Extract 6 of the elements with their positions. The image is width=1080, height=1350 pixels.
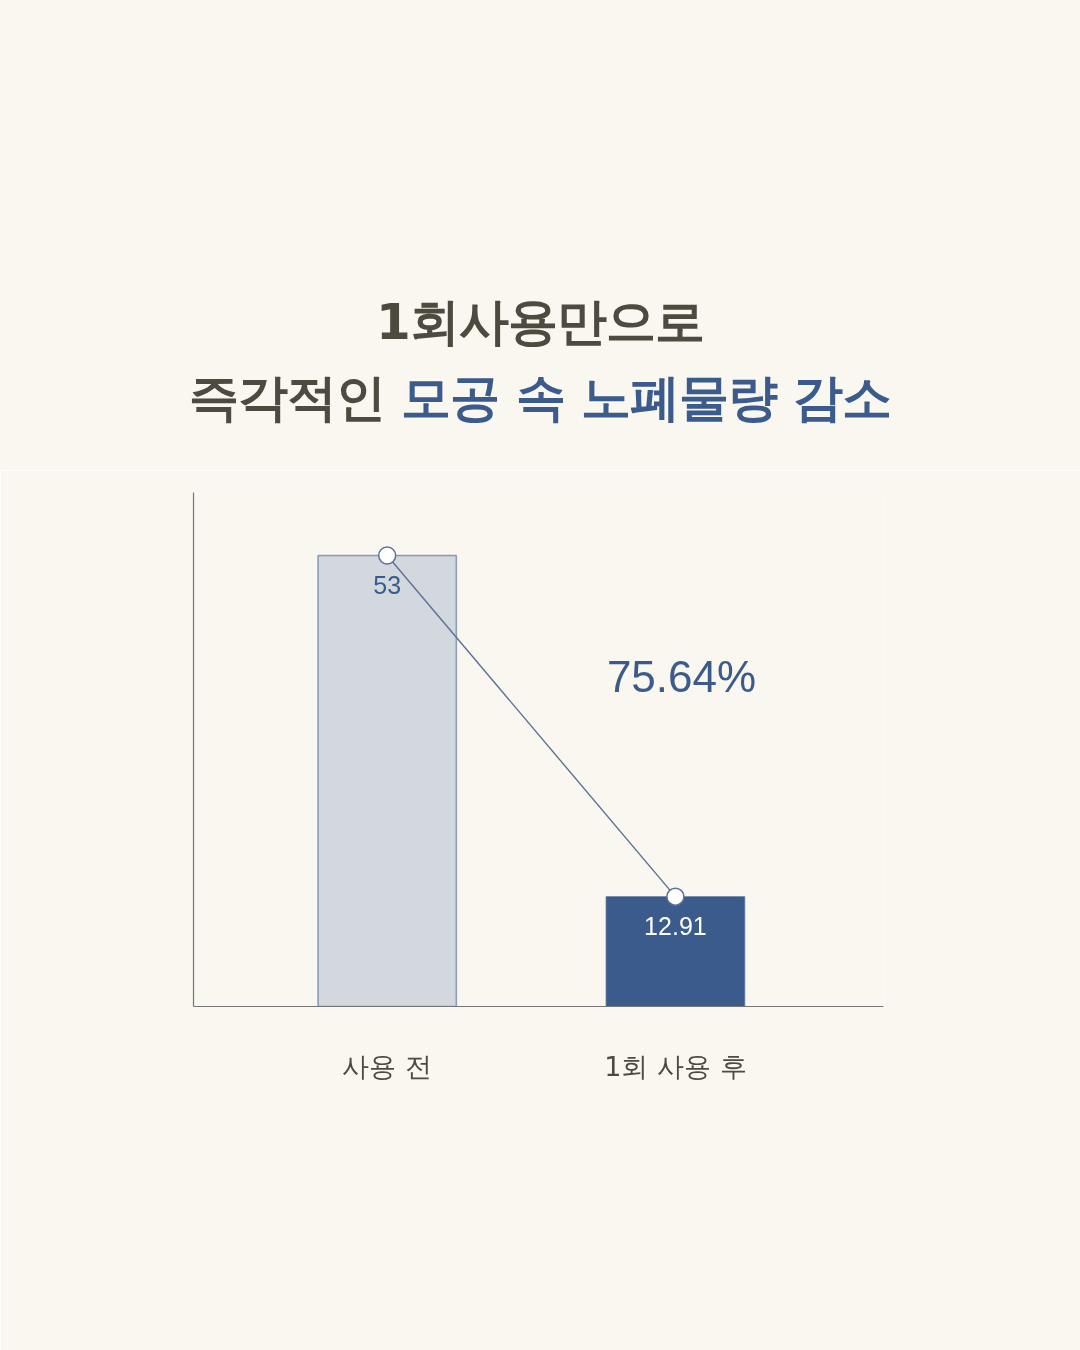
- chart-title: 1회사용만으로 즉각적인 모공 속 노폐물량 감소: [188, 293, 892, 427]
- annotation: 75.64%: [606, 652, 757, 701]
- data-label: 53: [373, 570, 402, 599]
- data-label: 12.91: [644, 911, 707, 940]
- x-tick-label: 사용 전: [342, 1050, 432, 1082]
- x-tick-label: 1회 사용 후: [604, 1050, 747, 1082]
